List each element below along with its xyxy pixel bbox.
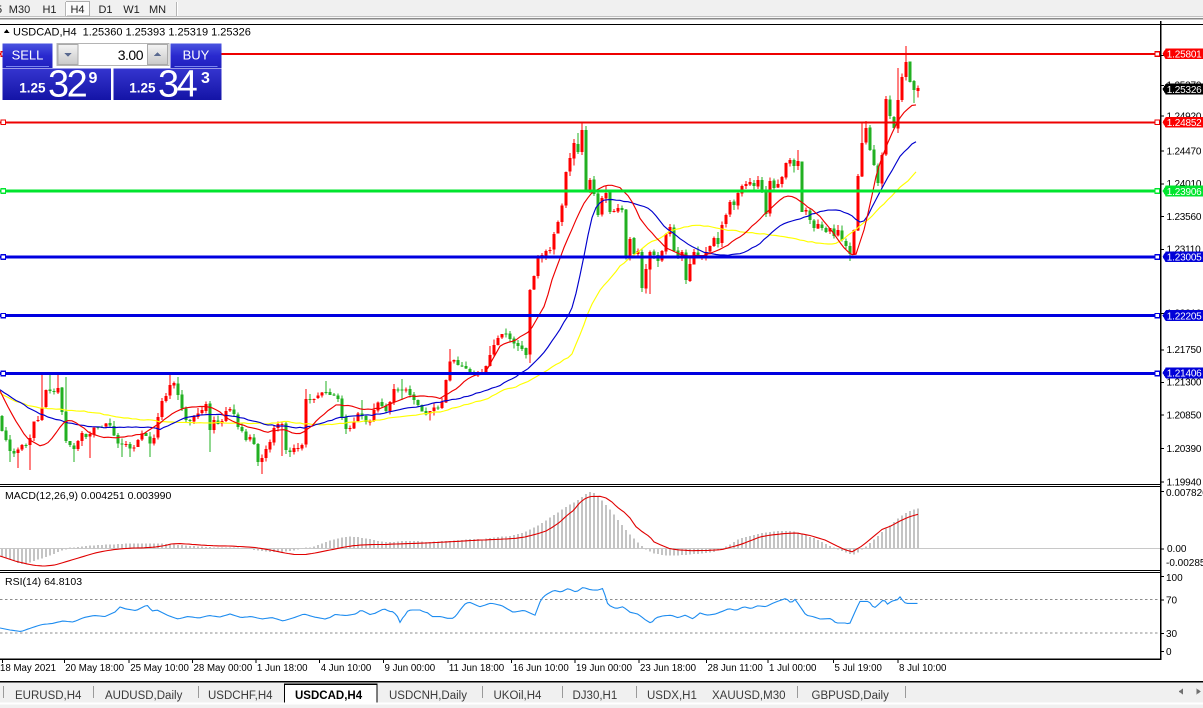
svg-text:23 Jun 18:00: 23 Jun 18:00 [640,663,697,674]
svg-text:20 May 18:00: 20 May 18:00 [65,663,124,674]
svg-text:H1: H1 [42,4,56,16]
svg-text:-0.002859: -0.002859 [1166,558,1203,569]
svg-text:USDCNH,Daily: USDCNH,Daily [389,690,467,702]
svg-text:8 Jul 10:00: 8 Jul 10:00 [899,663,947,674]
svg-text:USDCAD,H4: USDCAD,H4 [295,690,363,702]
svg-text:1.22205: 1.22205 [1167,311,1202,322]
svg-text:5 Jul 19:00: 5 Jul 19:00 [835,663,883,674]
svg-text:0.007826: 0.007826 [1166,488,1203,499]
svg-text:1.21300: 1.21300 [1167,378,1202,389]
svg-text:H4: H4 [70,4,84,16]
svg-text:70: 70 [1166,595,1178,606]
svg-text:RSI(14) 64.8103: RSI(14) 64.8103 [5,576,82,588]
svg-text:100: 100 [1166,573,1183,584]
svg-text:DJ30,H1: DJ30,H1 [573,690,618,702]
svg-text:1.23906: 1.23906 [1167,187,1202,198]
svg-text:1.24920: 1.24920 [1167,111,1202,122]
svg-text:25 May 10:00: 25 May 10:00 [130,663,189,674]
svg-text:USDCHF,H4: USDCHF,H4 [208,690,273,702]
svg-text:0: 0 [1166,647,1172,658]
svg-text:1.24010: 1.24010 [1167,179,1202,190]
svg-text:9: 9 [89,70,98,87]
svg-text:3: 3 [201,70,210,87]
svg-text:1.25: 1.25 [19,81,46,96]
svg-text:5: 5 [0,4,2,16]
svg-text:1.25: 1.25 [129,81,156,96]
svg-text:1.21406: 1.21406 [1167,369,1202,380]
svg-text:USDX,H1: USDX,H1 [647,690,697,702]
svg-text:32: 32 [48,64,87,106]
svg-text:1.19940: 1.19940 [1167,477,1202,488]
svg-text:BUY: BUY [183,48,210,63]
svg-text:1.20390: 1.20390 [1167,444,1202,455]
svg-text:MN: MN [149,4,166,16]
svg-text:28 Jun 11:00: 28 Jun 11:00 [708,663,764,674]
svg-text:1 Jun 18:00: 1 Jun 18:00 [257,663,308,674]
svg-text:1.23110: 1.23110 [1167,245,1202,256]
svg-text:SELL: SELL [12,48,44,63]
svg-text:GBPUSD,Daily: GBPUSD,Daily [812,690,890,702]
svg-text:11 Jun 18:00: 11 Jun 18:00 [449,663,505,674]
svg-text:1.23560: 1.23560 [1167,212,1202,223]
svg-text:1.24470: 1.24470 [1167,146,1202,157]
svg-text:D1: D1 [98,4,112,16]
svg-text:AUDUSD,Daily: AUDUSD,Daily [105,690,183,702]
svg-text:MACD(12,26,9) 0.004251 0.00399: MACD(12,26,9) 0.004251 0.003990 [5,490,172,502]
svg-text:1.24852: 1.24852 [1167,118,1202,129]
svg-text:3.00: 3.00 [118,47,144,63]
svg-text:EURUSD,H4: EURUSD,H4 [15,690,82,702]
svg-text:1.25801: 1.25801 [1167,50,1202,61]
svg-text:34: 34 [158,64,198,106]
svg-text:18 May 2021: 18 May 2021 [0,663,56,674]
svg-text:16 Jun 10:00: 16 Jun 10:00 [513,663,570,674]
svg-text:9 Jun 00:00: 9 Jun 00:00 [385,663,436,674]
svg-text:0.00: 0.00 [1167,544,1187,555]
svg-text:USDCAD,H4 1.25360 1.25393 1.2: USDCAD,H4 1.25360 1.25393 1.25319 1.2532… [13,27,251,39]
svg-text:19 Jun 00:00: 19 Jun 00:00 [576,663,633,674]
svg-text:XAUUSD,M30: XAUUSD,M30 [712,690,786,702]
svg-text:UKOil,H4: UKOil,H4 [494,690,543,702]
svg-text:M30: M30 [9,4,30,16]
svg-text:W1: W1 [123,4,140,16]
svg-text:1.23005: 1.23005 [1167,253,1202,264]
svg-text:4 Jun 10:00: 4 Jun 10:00 [321,663,372,674]
svg-text:1.20850: 1.20850 [1167,410,1202,421]
svg-text:30: 30 [1166,629,1178,640]
svg-text:1.21750: 1.21750 [1167,345,1202,356]
svg-text:1 Jul 00:00: 1 Jul 00:00 [769,663,817,674]
svg-text:28 May 00:00: 28 May 00:00 [194,663,253,674]
svg-text:1.25326: 1.25326 [1167,85,1202,96]
